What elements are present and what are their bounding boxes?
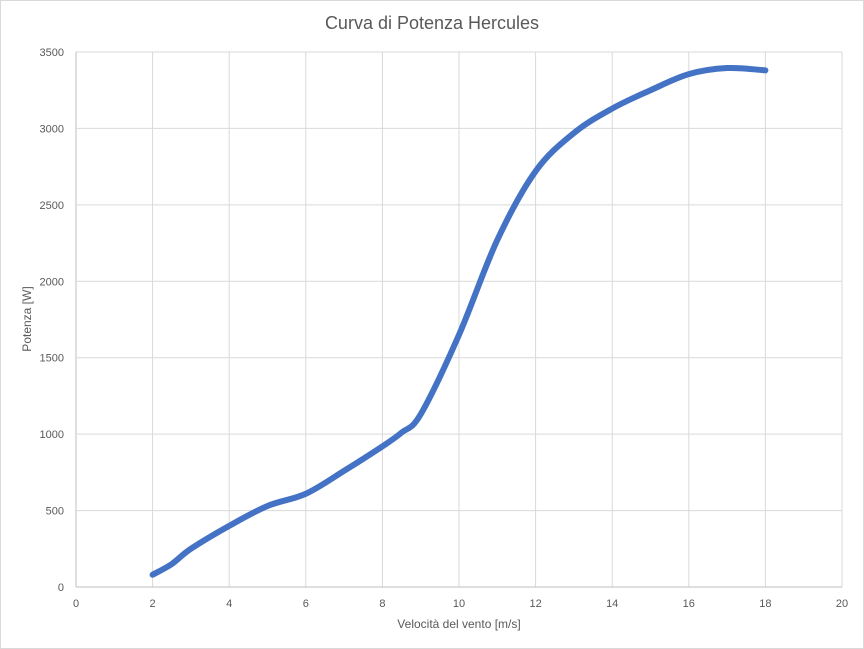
x-tick-labels: 0 2 4 6 8 10 12 14 16 18 20 (73, 598, 848, 610)
x-tick-label: 16 (683, 598, 695, 610)
x-tick-label: 14 (606, 598, 618, 610)
x-tick-label: 0 (73, 598, 79, 610)
gridlines (75, 51, 843, 588)
x-tick-label: 8 (379, 598, 385, 610)
x-tick-label: 10 (453, 598, 465, 610)
y-tick-label: 0 (58, 582, 64, 594)
x-tick-label: 6 (303, 598, 309, 610)
y-tick-label: 1500 (40, 353, 64, 365)
y-tick-label: 1000 (40, 429, 64, 441)
chart-title: Curva di Potenza Hercules (325, 13, 539, 33)
y-tick-label: 2500 (40, 200, 64, 212)
x-tick-label: 2 (150, 598, 156, 610)
y-tick-label: 2000 (40, 276, 64, 288)
y-axis-label: Potenza [W] (20, 286, 34, 351)
plot-series (149, 64, 769, 578)
y-tick-label: 3500 (40, 47, 64, 59)
x-tick-label: 20 (836, 598, 848, 610)
y-tick-labels: 0 500 1000 1500 2000 2500 3000 3500 (40, 47, 64, 594)
y-tick-label: 500 (46, 506, 64, 518)
x-tick-label: 12 (529, 598, 541, 610)
x-axis-label: Velocità del vento [m/s] (397, 617, 520, 631)
x-tick-label: 18 (759, 598, 771, 610)
y-tick-label: 3000 (40, 123, 64, 135)
x-tick-label: 4 (226, 598, 232, 610)
